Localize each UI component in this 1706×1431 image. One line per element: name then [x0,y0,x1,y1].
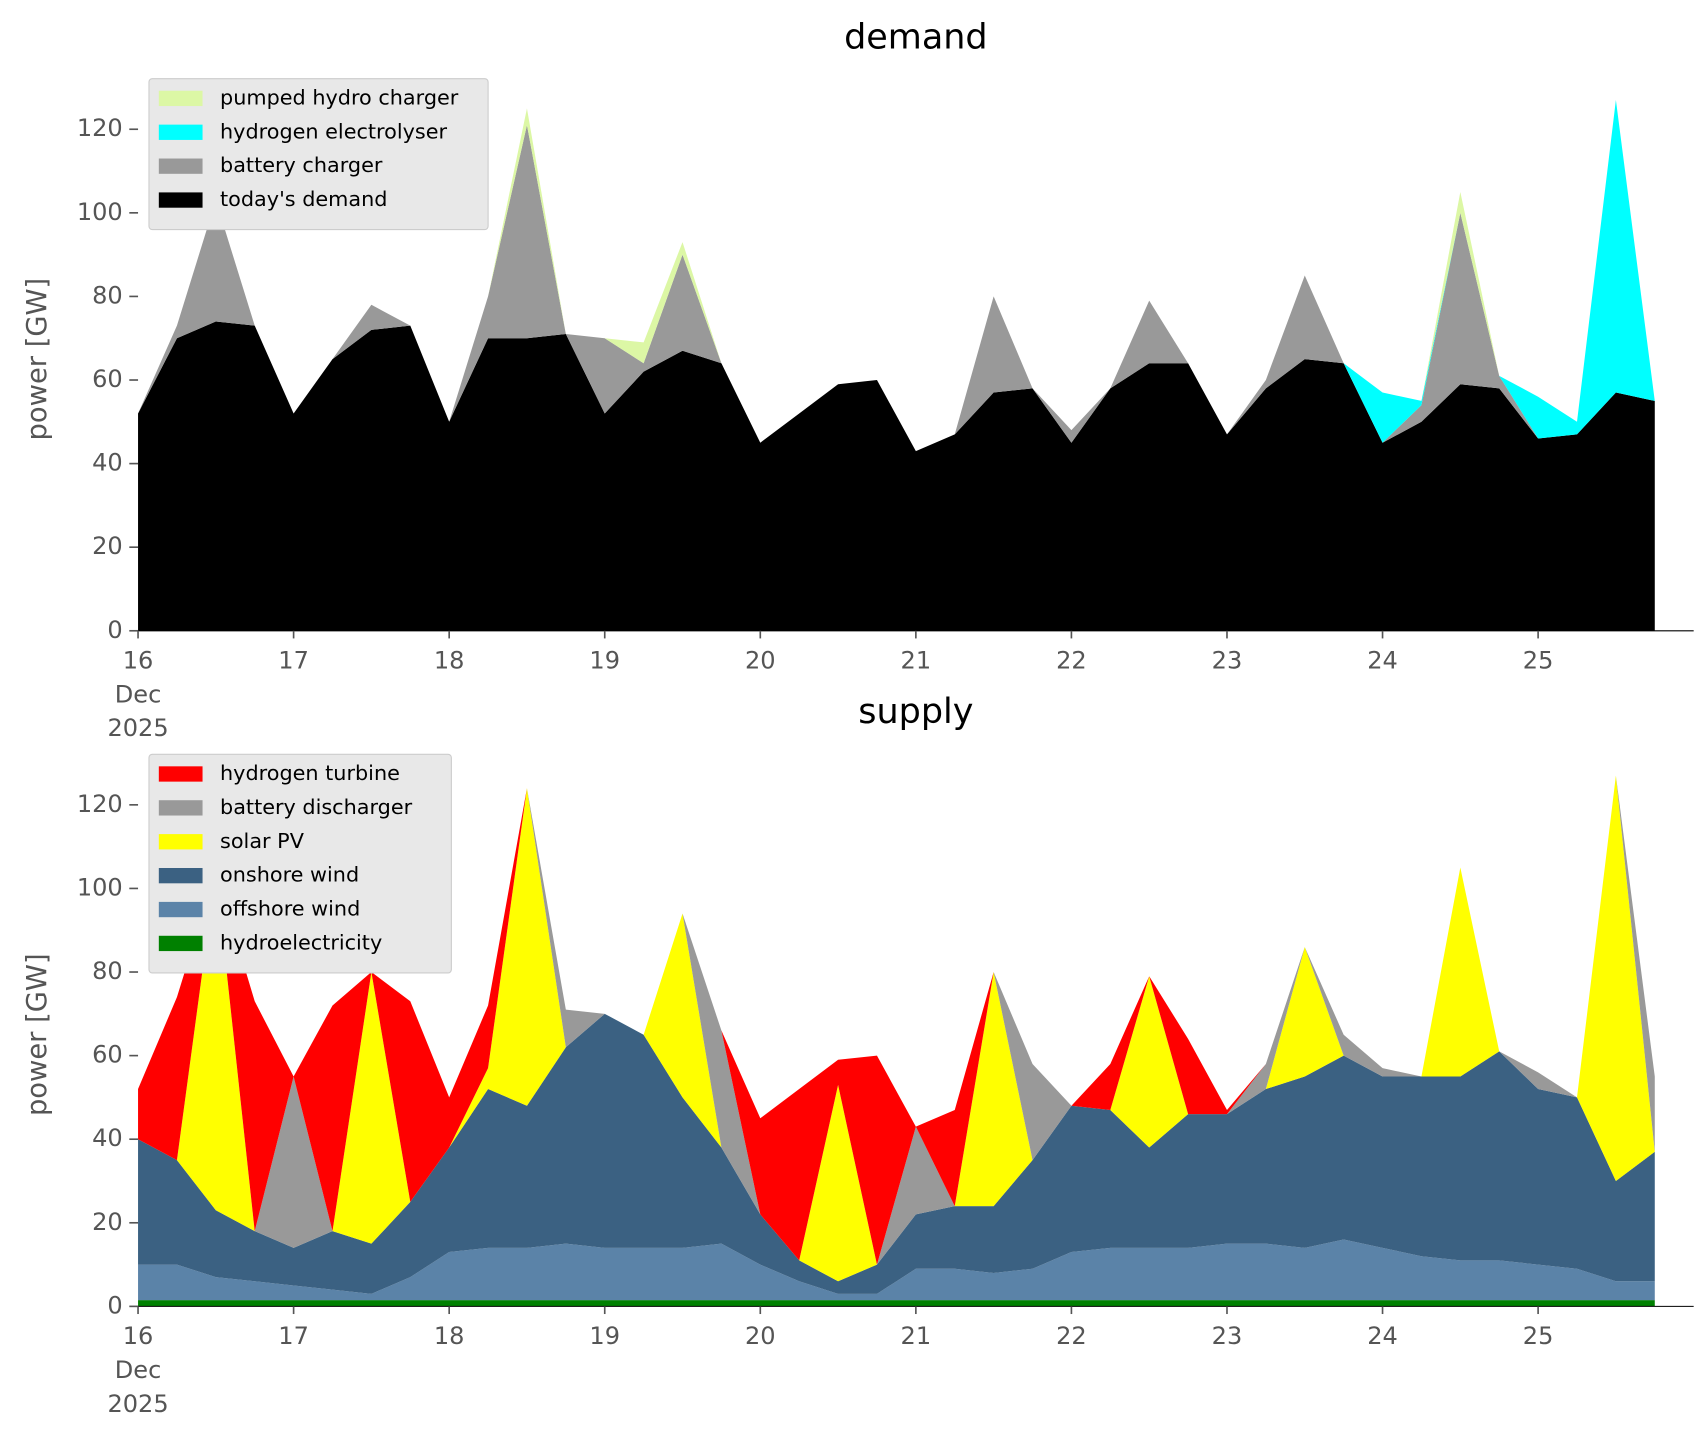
chart-title: demand [844,17,988,57]
y-tick-label: 100 [77,873,123,901]
legend-label: offshore wind [220,897,360,921]
legend-swatch [158,124,203,140]
legend-swatch [158,935,203,952]
legend-box [148,78,489,231]
legend-swatch [158,158,203,174]
legend: pumped hydro charger hydrogen electrolyse… [148,78,489,231]
x-tick-label: 20 [745,1322,776,1350]
x-tick-label: 16 Dec 2025 [107,1322,168,1418]
area [138,775,1655,1265]
x-tick-label: 16 Dec 2025 [107,646,168,742]
y-tick-label: 40 [92,449,123,477]
area [138,321,1655,631]
legend-label: solar PV [220,829,305,853]
chart-title: supply [858,692,973,732]
x-tick-label: 25 [1523,1322,1554,1350]
legend-label: battery discharger [220,795,413,819]
legend-swatch [158,901,203,918]
area [138,775,1655,1282]
y-tick-label: 40 [92,1124,123,1152]
x-tick-label: 17 [278,1322,309,1350]
x-tick-label: 24 [1367,1322,1398,1350]
legend-swatch [158,800,203,816]
legend-swatch [158,766,203,782]
y-tick-label: 120 [77,114,123,142]
y-tick-label: 0 [107,1291,122,1319]
area [138,775,1655,1265]
y-tick-label: 100 [77,198,123,226]
legend-swatch [158,90,203,107]
y-axis-label: power [GW] [22,953,53,1116]
y-tick-label: 80 [92,281,123,309]
x-tick-label: 22 [1056,646,1087,674]
y-tick-label: 60 [92,1041,123,1069]
x-tick-label: 25 [1523,646,1554,674]
legend-label: today's demand [220,187,387,211]
y-tick-label: 60 [92,365,123,393]
x-tick-label: 23 [1212,1322,1243,1350]
x-tick-label: 22 [1056,1322,1087,1350]
x-tick-label: 21 [901,1322,932,1350]
x-tick-label: 18 [434,646,465,674]
legend-label: pumped hydro charger [220,85,459,109]
y-tick-label: 120 [77,790,123,818]
y-tick-label: 0 [107,616,122,644]
y-axis-label: power [GW] [22,278,53,441]
legend-label: hydroelectricity [220,930,382,954]
x-tick-label: 23 [1212,646,1243,674]
area [138,1300,1655,1307]
x-tick-label: 17 [278,646,309,674]
legend-swatch [158,834,203,850]
legend-label: onshore wind [220,863,359,887]
area [138,125,1655,452]
legend-label: hydrogen turbine [220,761,400,785]
x-tick-label: 19 [589,646,620,674]
legend: hydrogen turbine battery discharger solar … [148,753,452,974]
x-tick-label: 21 [901,646,932,674]
area [138,1013,1655,1294]
x-tick-label: 19 [589,1322,620,1350]
y-tick-label: 80 [92,957,123,985]
legend-label: hydrogen electrolyser [220,119,447,143]
y-tick-label: 20 [92,1208,123,1236]
x-tick-label: 18 [434,1322,465,1350]
y-tick-label: 20 [92,532,123,560]
x-tick-label: 24 [1367,646,1398,674]
legend-label: battery charger [220,153,383,177]
legend-swatch [158,868,203,884]
legend-box [148,753,452,974]
legend-swatch [158,192,203,208]
area [138,1239,1655,1301]
x-tick-label: 20 [745,646,776,674]
